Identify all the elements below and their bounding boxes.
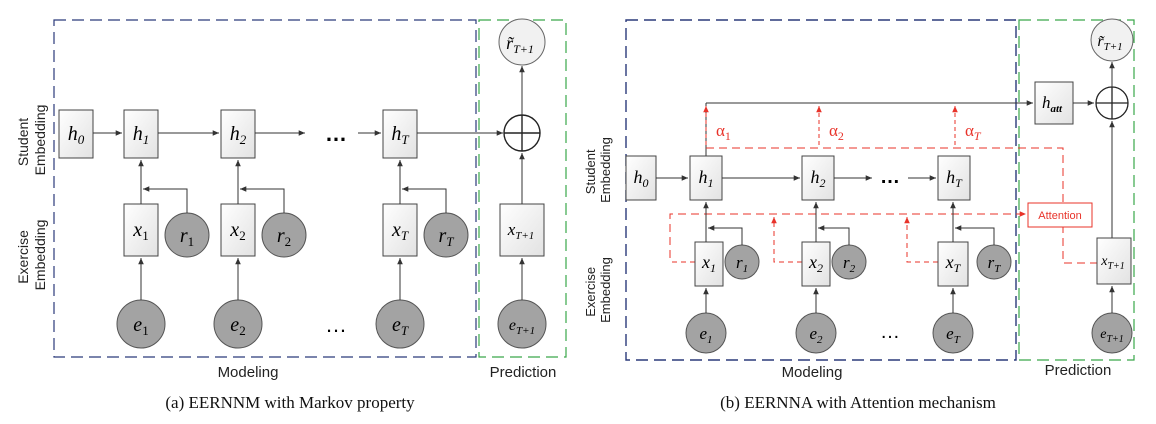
alphaT: αT xyxy=(965,121,982,143)
x2-node: x2 xyxy=(801,241,831,287)
prediction-label: Prediction xyxy=(490,364,557,381)
hT-node: hT xyxy=(382,109,418,159)
x2-node: x2 xyxy=(220,203,256,257)
rT-node: rT xyxy=(976,244,1012,280)
xT1-node: xT+1 xyxy=(1096,237,1132,285)
eT-node: eT xyxy=(932,312,974,354)
eT-node: eT xyxy=(375,299,425,349)
x1-node: x1 xyxy=(694,241,724,287)
alpha2: α2 xyxy=(829,121,844,143)
eT1-node: eT+1 xyxy=(497,299,547,349)
xT1-node: xT+1 xyxy=(499,203,545,257)
student-embedding-label: Student Embedding xyxy=(15,105,48,176)
caption-a: (a) EERNNM with Markov property xyxy=(165,393,415,412)
exercise-embedding-label: Exercise Embedding xyxy=(583,257,613,323)
output-node: r̃T+1 xyxy=(498,18,546,66)
eT1-node: eT+1 xyxy=(1091,312,1133,354)
modeling-label: Modeling xyxy=(782,364,843,381)
r1-node: r1 xyxy=(164,212,210,258)
h0-node: h0 xyxy=(625,155,657,201)
student-embedding-label: Student Embedding xyxy=(583,137,613,203)
attention-box: Attention xyxy=(1027,202,1093,228)
e1-node: e1 xyxy=(116,299,166,349)
e2-node: e2 xyxy=(213,299,263,349)
h-ellipsis: … xyxy=(880,166,900,188)
h2-node: h2 xyxy=(220,109,256,159)
e-ellipsis: … xyxy=(880,321,900,343)
xT-node: xT xyxy=(382,203,418,257)
hatt-node: hatt xyxy=(1034,81,1074,125)
h1-node: h1 xyxy=(123,109,159,159)
panel-a: Student Embedding Exercise Embedding h0 … xyxy=(15,18,567,381)
prediction-label: Prediction xyxy=(1045,362,1112,379)
e1-node: e1 xyxy=(685,312,727,354)
alpha1: α1 xyxy=(716,121,731,143)
oplus-node xyxy=(503,114,541,152)
prediction-region xyxy=(1018,19,1135,361)
h2-node: h2 xyxy=(801,155,835,201)
x1-node: x1 xyxy=(123,203,159,257)
h1-node: h1 xyxy=(689,155,723,201)
exercise-embedding-label: Exercise Embedding xyxy=(15,220,48,291)
caption-b: (b) EERNNA with Attention mechanism xyxy=(720,393,996,412)
r2-node: r2 xyxy=(831,244,867,280)
r1-node: r1 xyxy=(724,244,760,280)
svg-text:Attention: Attention xyxy=(1038,210,1081,222)
r2-node: r2 xyxy=(261,212,307,258)
svg-text:xT+1: xT+1 xyxy=(507,220,535,242)
e2-node: e2 xyxy=(795,312,837,354)
oplus-node xyxy=(1095,86,1129,120)
xT-node: xT xyxy=(937,241,969,287)
rT-node: rT xyxy=(423,212,469,258)
h0-node: h0 xyxy=(58,109,94,159)
e-ellipsis: … xyxy=(325,312,347,337)
output-node: r̃T+1 xyxy=(1090,18,1134,62)
modeling-label: Modeling xyxy=(218,364,279,381)
h-ellipsis: … xyxy=(325,121,347,146)
hT-node: hT xyxy=(937,155,971,201)
panel-b: Student Embedding Exercise Embedding α1 … xyxy=(583,18,1135,381)
